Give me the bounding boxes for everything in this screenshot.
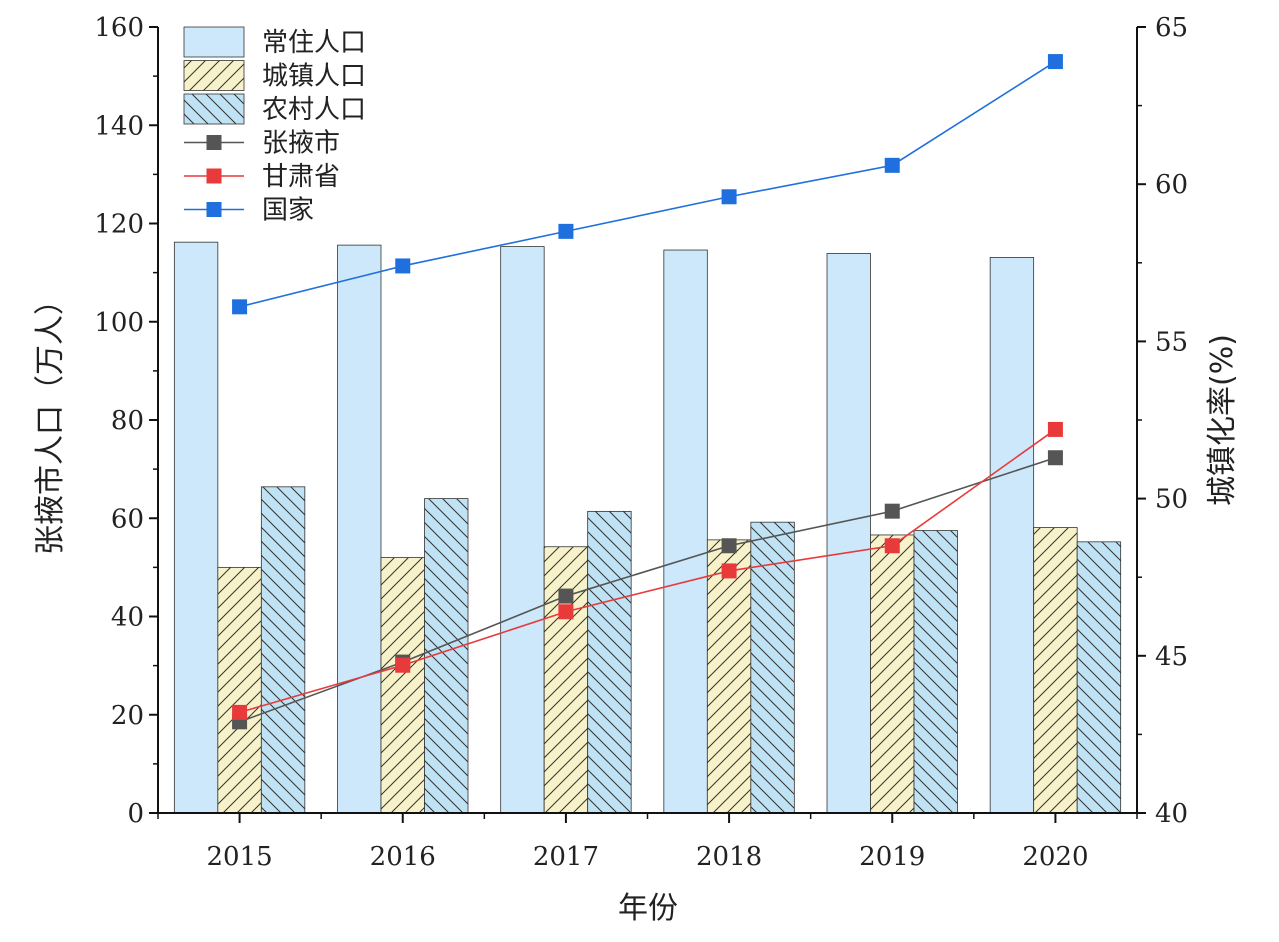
x-tick-label: 2020	[1022, 842, 1088, 872]
y-tick-label: 160	[94, 13, 144, 43]
y-tick-label: 80	[111, 406, 144, 436]
legend-label-1: 常住人口	[262, 28, 366, 58]
point-3-2015	[232, 299, 248, 315]
bars-layer	[173, 241, 1122, 814]
y-tick-label: 20	[111, 701, 144, 731]
bar-2-2016	[380, 557, 425, 814]
y-tick-label: 140	[94, 111, 144, 141]
y2-tick-label: 65	[1155, 13, 1188, 43]
line-series-1	[239, 456, 1056, 723]
bar-2-2017	[543, 546, 589, 814]
bar-2-2015	[217, 566, 262, 814]
y-tick-label: 40	[111, 603, 144, 633]
y2-tick-label: 45	[1155, 642, 1188, 672]
legend-swatch-1	[183, 26, 245, 58]
legend-label-3: 农村人口	[262, 95, 366, 125]
y2-tick-label: 55	[1155, 327, 1188, 357]
x-tick-label: 2017	[533, 842, 599, 872]
bar-1-2015	[173, 241, 219, 814]
y2-tick-label: 50	[1155, 485, 1188, 515]
legend-marker-4	[206, 135, 222, 150]
x-tick-label: 2015	[206, 842, 272, 872]
point-1-2017	[558, 588, 574, 604]
point-3-2017	[558, 223, 574, 239]
bar-1-2017	[500, 246, 545, 814]
point-2-2016	[395, 657, 411, 673]
legend-marker-5	[206, 168, 222, 184]
legend-marker-6	[206, 202, 222, 217]
point-1-2018	[721, 538, 737, 554]
legend-swatch-2	[183, 60, 245, 91]
axes-layer: 0 20 40 60 80 100 120 140 160 40 45 50 55 60 65 2015 201…	[94, 13, 1188, 872]
y-tick-label: 100	[94, 308, 144, 338]
x-tick-label: 2019	[859, 842, 925, 872]
line-series-3	[239, 60, 1056, 308]
bar-3-2019	[913, 530, 958, 814]
y-tick-label: 0	[127, 799, 144, 829]
y-tick-label: 120	[94, 210, 144, 240]
y2-axis-title: 城镇化率(%)	[1205, 334, 1240, 506]
point-3-2016	[395, 258, 411, 274]
point-3-2019	[884, 157, 900, 173]
legend-label-6: 国家	[262, 196, 314, 226]
point-3-2018	[721, 189, 737, 205]
bar-1-2016	[337, 244, 382, 814]
point-1-2019	[884, 503, 900, 519]
bar-2-2018	[706, 539, 752, 814]
x-tick-label: 2018	[696, 842, 762, 872]
bar-2-2020	[1033, 527, 1078, 814]
point-3-2020	[1047, 54, 1063, 70]
point-1-2020	[1047, 450, 1063, 466]
y2-tick-label: 60	[1155, 170, 1188, 200]
bar-1-2019	[826, 253, 871, 814]
bar-1-2018	[663, 249, 708, 814]
bar-3-2018	[750, 521, 795, 814]
point-2-2015	[232, 704, 248, 720]
y-axis-title: 张掖市人口（万人）	[33, 285, 68, 555]
legend-swatch-3	[183, 93, 245, 125]
bar-1-2020	[989, 256, 1035, 814]
line-series-2	[239, 428, 1056, 714]
point-2-2020	[1047, 421, 1063, 437]
x-axis-title: 年份	[618, 891, 678, 926]
x-tick-label: 2016	[370, 842, 436, 872]
point-2-2018	[721, 563, 737, 579]
y-tick-label: 60	[111, 504, 144, 534]
point-2-2017	[558, 604, 574, 620]
legend-label-2: 城镇人口	[262, 62, 366, 92]
y2-tick-label: 40	[1155, 799, 1188, 829]
bar-3-2015	[260, 486, 306, 814]
legend-label-4: 张掖市	[262, 129, 340, 159]
point-2-2019	[884, 538, 900, 554]
bar-2-2019	[870, 534, 915, 814]
lines-layer	[232, 54, 1063, 730]
legend-label-5: 甘肃省	[262, 162, 340, 192]
bar-3-2020	[1076, 541, 1122, 814]
bar-3-2017	[587, 510, 632, 814]
